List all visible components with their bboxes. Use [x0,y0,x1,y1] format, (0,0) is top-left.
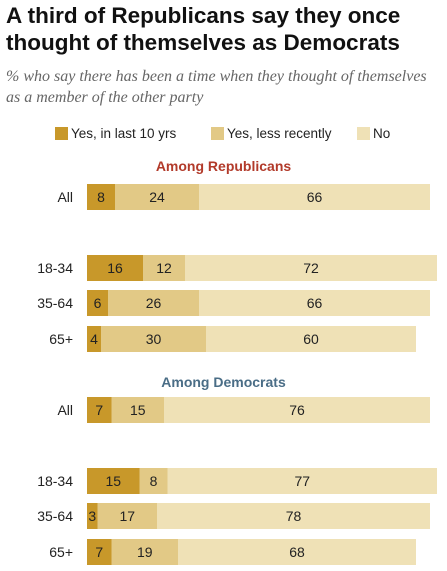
bar-value-label: 78 [286,508,302,524]
bar-value-label: 7 [95,544,103,560]
bar-value-label: 7 [95,402,103,418]
legend-swatch-less-recent [211,127,224,140]
bar-segment-recent [87,184,115,210]
legend-label-less-recent: Yes, less recently [227,126,332,141]
bar-value-label: 8 [97,189,105,205]
bar-segment-no [157,503,430,529]
legend-item-less-recent: Yes, less recently [211,126,332,141]
bar-value-label: 26 [146,295,162,311]
bar-value-label: 60 [303,331,319,347]
group-title-democrats: Among Democrats [161,374,286,390]
bar-segment-less-recent [139,468,168,494]
legend-label-recent: Yes, in last 10 yrs [71,126,177,141]
legend-item-no: No [357,126,390,141]
bar-segment-no [178,539,416,565]
bar-value-label: 8 [150,473,158,489]
row-label-rep-18-34: 18-34 [37,260,73,276]
group-title-republicans: Among Republicans [155,158,292,174]
row-label-dem-18-34: 18-34 [37,473,73,489]
bar-value-label: 3 [88,508,96,524]
bar-segment-less-recent [108,290,199,316]
legend-label-no: No [373,126,391,141]
bar-segment-recent [87,290,108,316]
bar-value-label: 30 [146,331,162,347]
bar-value-label: 17 [119,508,135,524]
row-label-rep-35-64: 35-64 [37,295,73,311]
bar-value-label: 4 [90,331,98,347]
bar-segment-less-recent [111,397,164,423]
bar-value-label: 12 [156,260,172,276]
bar-value-label: 77 [294,473,310,489]
bar-segment-recent [87,468,140,494]
bar-value-label: 66 [307,189,323,205]
legend: Yes, in last 10 yrs Yes, less recently N… [0,126,447,144]
bar-value-label: 68 [289,544,305,560]
bar-segment-less-recent [97,503,157,529]
row-label-dem-all: All [57,402,73,418]
legend-item-recent: Yes, in last 10 yrs [55,126,176,141]
bar-value-label: 24 [149,189,165,205]
bar-segment-less-recent [101,326,206,352]
bar-value-label: 66 [307,295,323,311]
bar-segment-no [199,184,430,210]
bar-value-label: 6 [94,295,102,311]
bar-value-label: 76 [289,402,305,418]
bar-segment-recent [87,397,112,423]
bar-value-label: 16 [107,260,123,276]
row-label-rep-all: All [57,189,73,205]
bar-segment-no [167,468,437,494]
legend-swatch-recent [55,127,68,140]
bar-segment-less-recent [143,255,185,281]
bar-value-label: 15 [105,473,121,489]
bar-segment-less-recent [115,184,199,210]
chart-subtitle: % who say there has been a time when the… [6,68,427,106]
bar-segment-recent [87,326,101,352]
bar-value-label: 15 [130,402,146,418]
bar-segment-recent [87,539,112,565]
row-label-dem-65plus: 65+ [49,544,73,560]
chart-title: A third of Republicans say they once tho… [6,3,401,55]
legend-swatch-no [357,127,370,140]
bar-segment-no [206,326,416,352]
bar-value-label: 19 [137,544,153,560]
bar-segment-no [164,397,430,423]
bar-segment-recent [87,255,143,281]
bar-value-label: 72 [303,260,319,276]
bar-segment-no [199,290,430,316]
bar-segment-less-recent [111,539,178,565]
row-label-rep-65plus: 65+ [49,331,73,347]
row-label-dem-35-64: 35-64 [37,508,73,524]
bar-segment-recent [87,503,98,529]
bar-segment-no [185,255,437,281]
